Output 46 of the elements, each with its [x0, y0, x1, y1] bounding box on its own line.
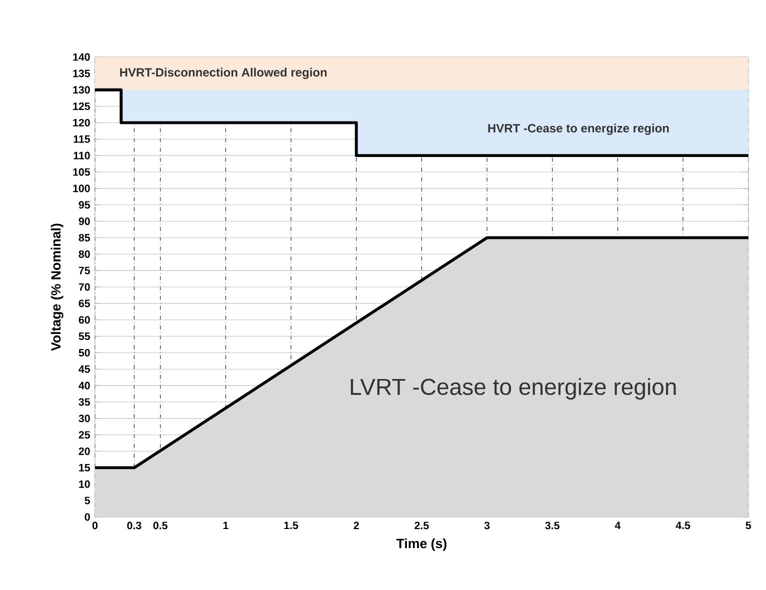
x-tick-label: 1	[223, 522, 228, 530]
y-tick-label: 80	[78, 250, 90, 258]
annotation: LVRT -Cease to energize region	[350, 378, 676, 400]
y-tick-label: 75	[78, 266, 90, 274]
y-axis-title: Voltage (% Nominal)	[50, 224, 64, 351]
y-tick-label: 20	[78, 448, 90, 456]
y-tick-label: 90	[78, 218, 90, 226]
x-tick-label: 3	[484, 522, 490, 530]
y-tick-label: 115	[74, 135, 90, 143]
y-tick-label: 70	[78, 283, 90, 291]
y-tick-label: 110	[74, 152, 90, 160]
y-tick-label: 140	[73, 53, 90, 61]
y-tick-label: 10	[79, 480, 90, 488]
x-tick-label: 5	[746, 522, 751, 530]
x-tick-label: 0.5	[153, 522, 168, 530]
y-tick-label: 40	[78, 382, 90, 390]
y-tick-label: 25	[78, 431, 90, 439]
y-tick-label: 30	[78, 414, 90, 422]
y-tick-label: 0	[84, 513, 90, 521]
annotation: HVRT -Cease to energize region	[488, 124, 669, 135]
y-tick-label: 15	[79, 464, 90, 472]
x-tick-label: 1.5	[284, 522, 298, 530]
y-tick-label: 135	[73, 70, 90, 78]
y-tick-label: 50	[78, 348, 90, 356]
y-tick-label: 55	[78, 332, 90, 340]
y-tick-label: 130	[73, 86, 90, 94]
y-tick-label: 125	[73, 102, 90, 110]
y-tick-label: 95	[78, 201, 90, 209]
annotation: HVRT-Disconnection Allowed region	[120, 68, 327, 80]
x-tick-label: 3.5	[545, 522, 560, 530]
x-tick-label: 4.5	[676, 522, 690, 530]
y-tick-label: 35	[78, 398, 90, 406]
x-tick-label: 2.5	[414, 522, 429, 530]
y-tick-label: 45	[78, 365, 90, 373]
y-tick-label: 100	[73, 184, 90, 192]
x-tick-label: 2	[354, 522, 359, 530]
y-tick-label: 65	[78, 300, 90, 308]
x-tick-label: 0	[92, 522, 98, 530]
y-tick-label: 105	[73, 168, 90, 176]
y-tick-label: 120	[73, 118, 90, 126]
x-tick-label: 4	[614, 522, 621, 530]
y-tick-label: 85	[78, 234, 90, 242]
x-axis-title: Time (s)	[396, 538, 446, 551]
y-tick-label: 60	[78, 316, 90, 324]
x-tick-label: 0.3	[127, 522, 142, 530]
y-tick-label: 5	[84, 496, 90, 504]
